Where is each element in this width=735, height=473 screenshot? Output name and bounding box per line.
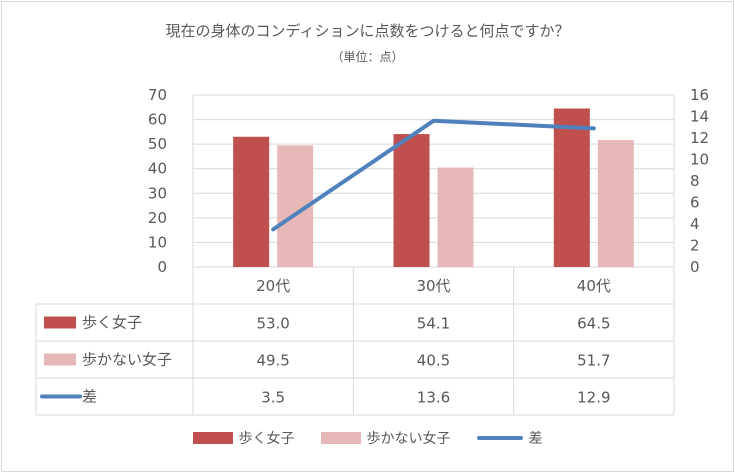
- line-diff: [271, 118, 596, 232]
- legend-swatch-walk: [192, 432, 233, 444]
- table-series-name: 差: [82, 388, 97, 406]
- table-series-name: 歩く女子: [82, 314, 142, 332]
- table-value: 40.5: [417, 352, 450, 370]
- y-right-tick-label: 6: [690, 194, 700, 212]
- y-right-tick-label: 12: [690, 129, 709, 147]
- chart-title: 現在の身体のコンディションに点数をつけると何点ですか？: [165, 22, 570, 40]
- y-right-tick-label: 4: [690, 215, 700, 233]
- legend-label-nowalk: 歩かない女子: [366, 431, 451, 447]
- legend-swatch-nowalk: [320, 432, 361, 444]
- table-value: 54.1: [417, 315, 450, 333]
- table-key-1: [44, 353, 76, 366]
- chart-subtitle: （単位：点）: [331, 50, 404, 64]
- legend-label-walk: 歩く女子: [238, 431, 295, 447]
- legend-label-diff: 差: [528, 431, 543, 447]
- y-left-tick-label: 50: [148, 135, 167, 153]
- table-value: 51.7: [577, 352, 610, 370]
- y-left-tick-label: 10: [148, 233, 167, 251]
- table-value: 13.6: [417, 389, 450, 407]
- y-left-tick-label: 0: [157, 258, 167, 276]
- y-right-tick-label: 10: [690, 151, 709, 169]
- legend-item-walk: 歩く女子: [192, 428, 295, 448]
- y-right-tick-label: 16: [690, 86, 709, 104]
- y-left-tick-label: 20: [148, 209, 167, 227]
- table-value: 64.5: [577, 315, 610, 333]
- bar-nowalk: [437, 167, 474, 267]
- category-label: 40代: [577, 277, 611, 295]
- legend-swatch-diff: [476, 436, 523, 440]
- bar-walk: [233, 136, 270, 267]
- table-series-name: 歩かない女子: [82, 351, 172, 369]
- y-left-tick-label: 40: [148, 160, 167, 178]
- y-left-tick-label: 70: [148, 86, 167, 104]
- bar-nowalk: [597, 139, 634, 267]
- category-label: 20代: [256, 277, 290, 295]
- y-left-tick-label: 60: [148, 111, 167, 129]
- y-right-tick-label: 14: [690, 108, 709, 126]
- legend-item-diff: 差: [476, 428, 543, 448]
- y-right-tick-label: 2: [690, 237, 700, 255]
- legend-item-nowalk: 歩かない女子: [320, 428, 451, 448]
- table-key-0: [44, 316, 76, 329]
- y-right-tick-label: 0: [690, 258, 700, 276]
- table-value: 49.5: [256, 352, 289, 370]
- table-value: 12.9: [577, 389, 610, 407]
- table-value: 3.5: [261, 389, 285, 407]
- y-left-tick-label: 30: [148, 184, 167, 202]
- bar-walk: [553, 108, 590, 267]
- bar-walk: [393, 134, 430, 267]
- category-label: 30代: [416, 277, 450, 295]
- table-value: 53.0: [256, 315, 289, 333]
- chart-legend: 歩く女子 歩かない女子 差: [0, 428, 735, 448]
- y-right-tick-label: 8: [690, 172, 700, 190]
